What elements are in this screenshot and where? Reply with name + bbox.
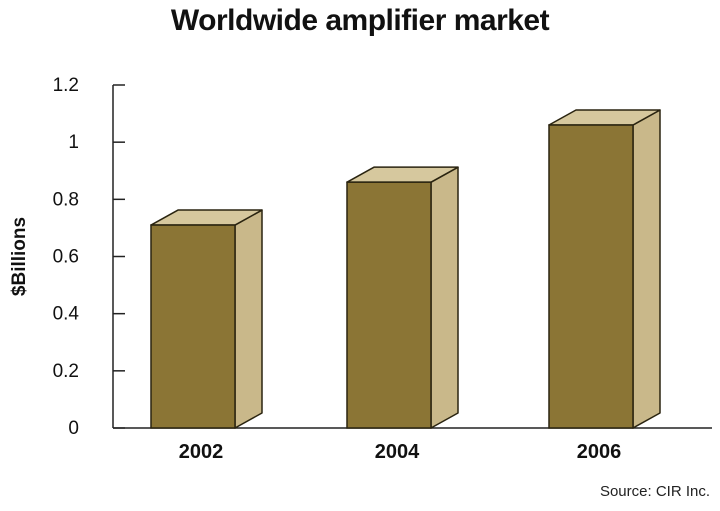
bar-2006 (548, 109, 661, 429)
x-tick-label-2002: 2002 (179, 441, 224, 463)
bar-side-face (234, 209, 263, 429)
chart-title: Worldwide amplifier market (170, 4, 550, 37)
bar-front-face (150, 224, 236, 429)
bar-front-face (346, 181, 432, 429)
bar-2004 (346, 166, 459, 429)
bar-side-face (632, 109, 661, 429)
x-tick-label-2004: 2004 (375, 441, 420, 463)
y-tick-label: 0 (68, 418, 79, 439)
source-note: Source: CIR Inc. (599, 483, 710, 500)
x-tick-label-2006: 2006 (577, 441, 622, 463)
chart-labels: 0 0.2 0.4 0.6 0.8 1 1.2 $Billions 2002 2004 2006 (9, 75, 621, 463)
bar-front-face (548, 124, 634, 429)
y-tick-label: 0.4 (53, 304, 80, 325)
y-tick-label: 0.6 (53, 247, 79, 268)
chart-bars (150, 109, 661, 429)
bar-2002 (150, 209, 263, 429)
y-tick-label: 1.2 (53, 75, 79, 96)
y-axis-label: $Billions (9, 217, 30, 296)
bar-chart: 0 0.2 0.4 0.6 0.8 1 1.2 $Billions 2002 2004 2006 (9, 75, 712, 463)
y-tick-label: 0.8 (53, 189, 79, 210)
y-tick-label: 0.2 (53, 361, 79, 382)
y-tick-label: 1 (68, 132, 79, 153)
bar-side-face (430, 166, 459, 429)
